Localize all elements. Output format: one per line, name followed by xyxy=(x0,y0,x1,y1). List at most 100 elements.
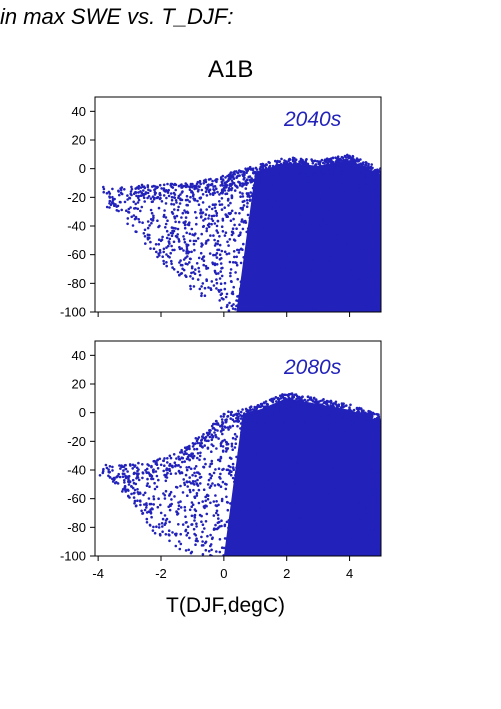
data-point xyxy=(231,175,235,179)
data-point xyxy=(346,488,350,492)
data-point xyxy=(347,419,351,422)
data-point xyxy=(358,438,362,441)
data-point xyxy=(354,227,358,231)
data-point xyxy=(190,190,193,194)
data-point xyxy=(271,275,274,278)
data-point xyxy=(138,220,141,224)
data-point xyxy=(289,527,293,530)
data-point xyxy=(331,283,334,287)
data-point xyxy=(279,309,282,312)
data-point xyxy=(133,500,137,503)
data-point xyxy=(353,449,356,453)
data-point xyxy=(263,309,266,312)
data-point xyxy=(275,169,279,173)
data-point xyxy=(260,547,264,551)
data-point xyxy=(179,542,183,546)
data-point xyxy=(304,163,307,167)
data-point xyxy=(349,477,353,480)
data-point xyxy=(256,417,260,420)
data-point xyxy=(235,263,239,267)
data-point xyxy=(261,552,264,555)
data-point xyxy=(201,523,205,526)
data-point xyxy=(307,182,311,185)
data-point xyxy=(264,440,267,443)
data-point xyxy=(249,214,253,218)
data-point xyxy=(308,171,312,174)
data-point xyxy=(245,422,249,426)
data-point xyxy=(224,176,227,179)
data-point xyxy=(287,478,291,482)
data-point xyxy=(165,236,169,240)
data-point xyxy=(342,462,346,465)
data-point xyxy=(303,480,307,484)
data-point xyxy=(175,510,178,513)
data-point xyxy=(215,187,218,190)
data-point xyxy=(347,163,351,166)
data-point xyxy=(189,195,192,199)
data-point xyxy=(359,182,363,185)
data-point xyxy=(177,523,180,526)
data-point xyxy=(166,219,169,222)
data-point xyxy=(328,272,332,275)
data-point xyxy=(196,539,199,543)
data-point xyxy=(342,512,346,515)
data-point xyxy=(335,416,338,420)
data-point xyxy=(326,221,329,225)
data-point xyxy=(355,299,359,303)
data-point xyxy=(276,552,279,555)
data-point xyxy=(169,456,173,460)
data-point xyxy=(185,247,189,251)
data-point xyxy=(346,153,349,157)
data-point xyxy=(351,165,354,168)
data-point xyxy=(374,517,378,521)
data-point xyxy=(164,489,168,493)
data-point xyxy=(130,492,133,496)
data-point xyxy=(304,493,308,497)
data-point xyxy=(247,485,250,489)
data-point xyxy=(149,240,152,244)
data-point xyxy=(277,276,280,280)
data-point xyxy=(230,534,234,537)
data-point xyxy=(373,539,377,542)
data-point xyxy=(248,255,252,259)
data-point xyxy=(285,195,288,198)
data-point xyxy=(198,454,202,458)
data-point xyxy=(238,184,242,187)
data-point xyxy=(179,193,182,196)
data-point xyxy=(196,456,199,460)
data-point xyxy=(342,277,346,281)
data-point xyxy=(231,436,235,440)
data-point xyxy=(237,412,241,415)
data-point xyxy=(129,190,133,193)
data-point xyxy=(219,415,223,418)
data-point xyxy=(223,287,227,291)
data-point xyxy=(194,184,197,188)
data-point xyxy=(283,180,286,184)
data-point xyxy=(374,428,378,432)
data-point xyxy=(152,525,155,529)
data-point xyxy=(239,532,242,536)
data-point xyxy=(332,526,336,530)
data-point xyxy=(297,471,301,475)
data-point xyxy=(204,190,208,193)
data-point xyxy=(261,482,265,486)
data-point xyxy=(213,484,217,487)
data-point xyxy=(372,258,376,262)
data-point xyxy=(346,201,350,204)
data-point xyxy=(227,212,231,215)
data-point xyxy=(271,167,275,170)
data-point xyxy=(358,255,362,259)
data-point xyxy=(227,519,231,522)
data-point xyxy=(340,421,344,424)
data-point xyxy=(255,530,258,534)
data-point xyxy=(163,464,166,468)
data-point xyxy=(352,237,355,240)
data-point xyxy=(293,230,297,233)
data-point xyxy=(361,507,364,511)
data-point xyxy=(331,180,334,183)
data-point xyxy=(238,248,241,252)
data-point xyxy=(286,398,290,402)
data-point xyxy=(174,227,177,230)
data-point xyxy=(230,209,234,213)
data-point xyxy=(316,513,320,516)
